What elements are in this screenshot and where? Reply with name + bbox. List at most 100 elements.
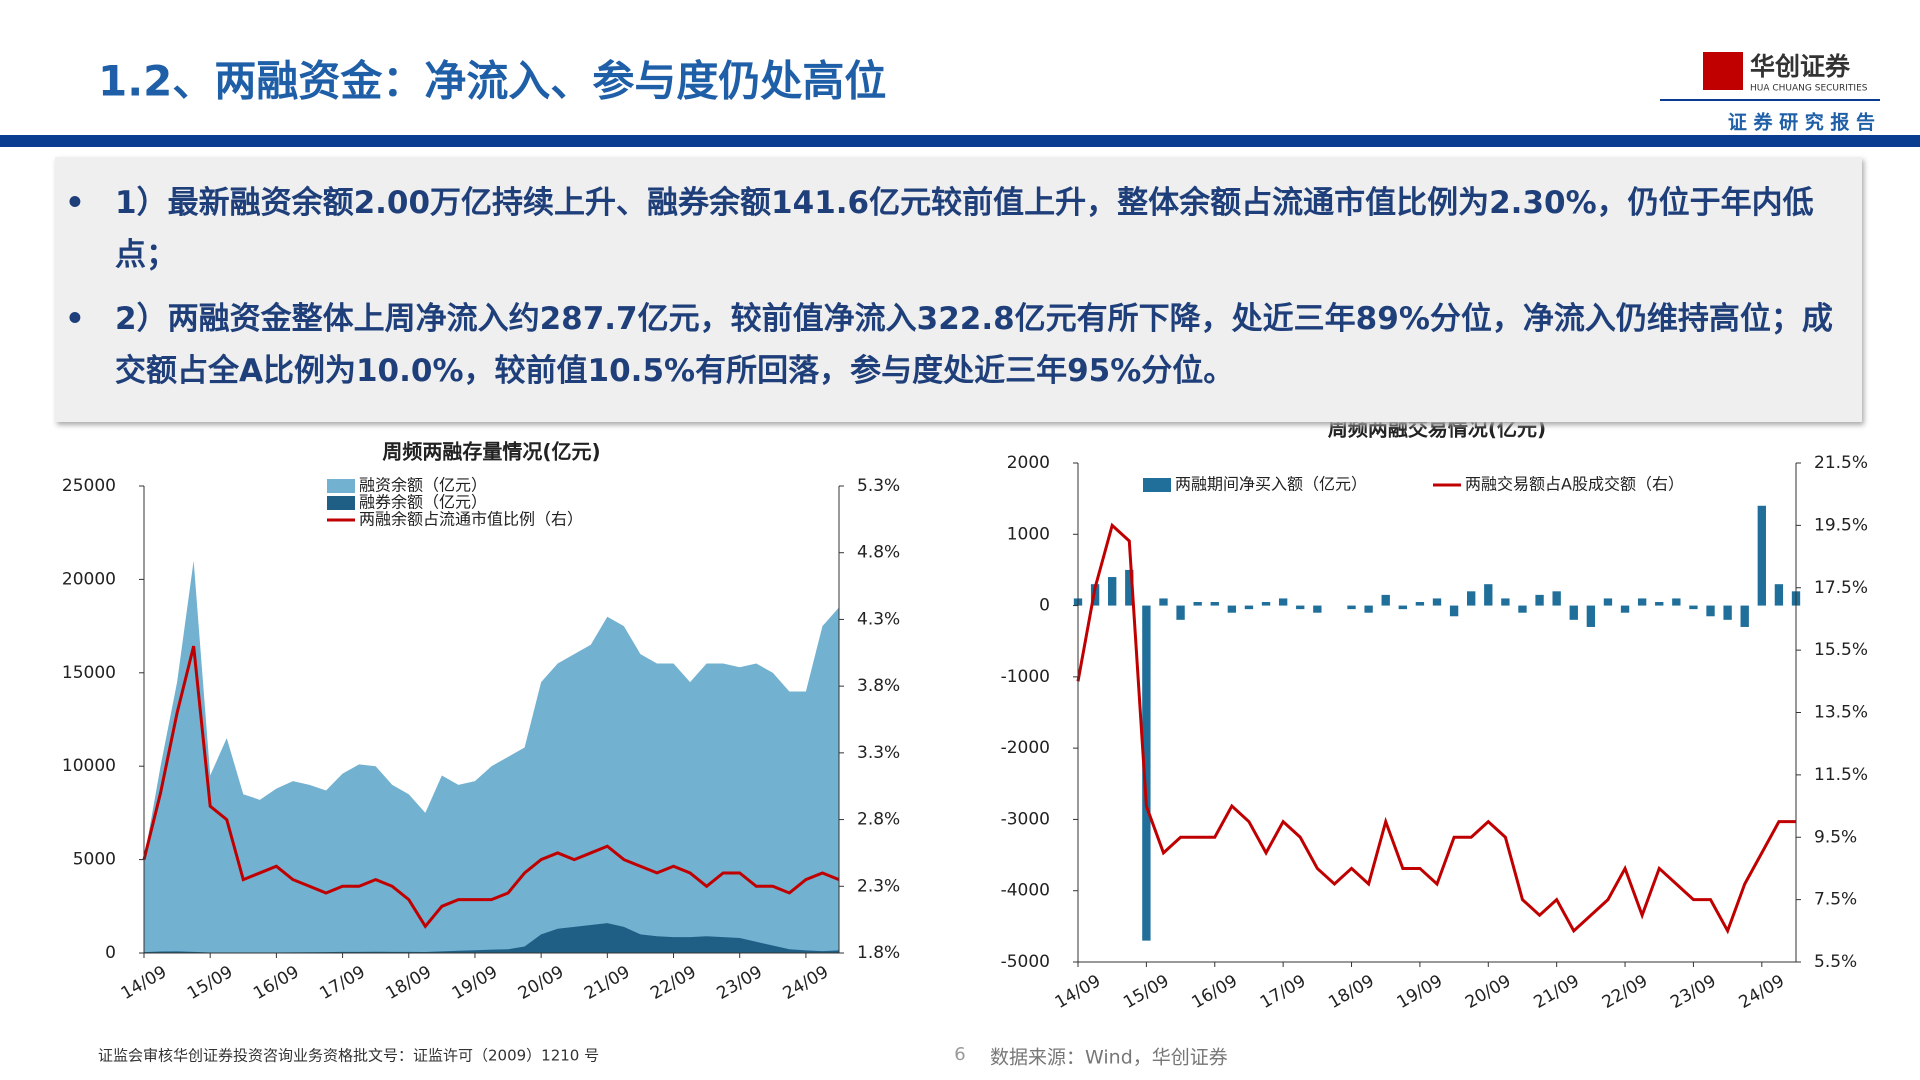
bar bbox=[1210, 602, 1219, 606]
legend-swatch bbox=[1143, 478, 1171, 492]
bullet-box: • 1）最新融资余额2.00万亿持续上升、融券余额141.6亿元较前值上升，整体余… bbox=[55, 157, 1862, 422]
bar bbox=[1501, 598, 1510, 606]
y2-tick-label: 1.8% bbox=[857, 943, 900, 963]
license: 证监会审核华创证券投资咨询业务资格批文号：证监许可（2009）1210 号 bbox=[98, 1047, 599, 1065]
bar bbox=[1655, 602, 1664, 606]
y-tick-label: 20000 bbox=[62, 569, 116, 589]
y2-tick-label: 2.8% bbox=[857, 810, 900, 830]
x-tick-label: 19/09 bbox=[1394, 971, 1446, 1013]
bar bbox=[1108, 577, 1117, 606]
bar bbox=[1193, 602, 1202, 606]
y2-tick-label: 13.5% bbox=[1814, 703, 1868, 723]
bullet: • 2）两融资金整体上周净流入约287.7亿元，较前值净流入322.8亿元有所下降… bbox=[65, 301, 1833, 389]
y2-tick-label: 19.5% bbox=[1814, 515, 1868, 535]
y-tick-label: 15000 bbox=[62, 663, 116, 683]
y-tick-label: 25000 bbox=[62, 476, 116, 496]
y2-tick-label: 3.8% bbox=[857, 676, 900, 696]
bar bbox=[1415, 602, 1425, 606]
bar bbox=[1552, 591, 1561, 606]
x-tick-label: 19/09 bbox=[449, 962, 501, 1004]
bar bbox=[1159, 598, 1168, 606]
x-tick-label: 14/09 bbox=[1052, 971, 1104, 1013]
bar bbox=[1672, 598, 1681, 606]
bar bbox=[1347, 605, 1356, 610]
area bbox=[144, 923, 839, 953]
x-tick-label: 18/09 bbox=[383, 962, 435, 1004]
bullet: • 1）最新融资余额2.00万亿持续上升、融券余额141.6亿元较前值上升，整体余… bbox=[65, 185, 1814, 273]
x-tick-label: 23/09 bbox=[1667, 971, 1719, 1013]
source: 数据来源：Wind，华创证券 bbox=[990, 1047, 1228, 1069]
y-tick-label: -1000 bbox=[1001, 667, 1050, 687]
bar bbox=[1518, 605, 1527, 613]
x-tick-label: 21/09 bbox=[581, 962, 633, 1004]
page-number: 6 bbox=[954, 1044, 965, 1065]
chart-title: 周频两融存量情况(亿元) bbox=[382, 440, 600, 464]
y2-tick-label: 7.5% bbox=[1814, 890, 1857, 910]
bar bbox=[1176, 605, 1185, 620]
x-tick-label: 16/09 bbox=[250, 962, 302, 1004]
tag: 证 券 研 究 报 告 bbox=[1728, 111, 1875, 134]
y-tick-label: 0 bbox=[1039, 596, 1050, 616]
y2-tick-label: 5.5% bbox=[1814, 952, 1857, 972]
bullet-text: 2）两融资金整体上周净流入约287.7亿元，较前值净流入322.8亿元有所下降，… bbox=[115, 301, 1833, 389]
y2-tick-label: 4.3% bbox=[857, 609, 900, 629]
legend-swatch bbox=[327, 496, 355, 510]
y2-tick-label: 11.5% bbox=[1814, 765, 1868, 785]
bar bbox=[1381, 594, 1390, 606]
y-tick-label: 2000 bbox=[1007, 453, 1050, 473]
y2-tick-label: 15.5% bbox=[1814, 640, 1868, 660]
x-tick-label: 17/09 bbox=[1257, 971, 1309, 1013]
legend-label: 两融余额占流通市值比例（右） bbox=[359, 510, 583, 529]
y2-tick-label: 2.3% bbox=[857, 876, 900, 896]
y-tick-label: 1000 bbox=[1007, 524, 1050, 544]
x-tick-label: 24/09 bbox=[1736, 971, 1788, 1013]
area bbox=[144, 560, 839, 953]
y-tick-label: 5000 bbox=[73, 850, 116, 870]
bar bbox=[1774, 584, 1784, 606]
x-tick-label: 22/09 bbox=[1599, 971, 1651, 1013]
x-tick-label: 16/09 bbox=[1189, 971, 1241, 1013]
line bbox=[1076, 522, 1796, 935]
x-tick-label: 22/09 bbox=[647, 962, 699, 1004]
bar bbox=[1296, 605, 1305, 610]
bar bbox=[1689, 605, 1698, 610]
bar bbox=[1261, 602, 1271, 606]
x-tick-label: 15/09 bbox=[1120, 971, 1172, 1013]
bar bbox=[1586, 605, 1596, 627]
x-tick-label: 15/09 bbox=[184, 962, 236, 1004]
legend-swatch bbox=[327, 479, 355, 493]
bar bbox=[1467, 591, 1476, 606]
y-tick-label: -2000 bbox=[1001, 738, 1050, 758]
y2-tick-label: 21.5% bbox=[1814, 453, 1868, 473]
legend-label: 两融期间净买入额（亿元） bbox=[1175, 475, 1367, 494]
logo-text: 华创证券 bbox=[1750, 52, 1851, 81]
bar bbox=[1227, 605, 1237, 613]
bar bbox=[1398, 605, 1407, 610]
logo-icon bbox=[1703, 52, 1743, 90]
y2-tick-label: 4.8% bbox=[857, 543, 900, 563]
line bbox=[142, 645, 840, 929]
legend-label: 融资余额（亿元） bbox=[359, 476, 487, 495]
y2-tick-label: 3.3% bbox=[857, 743, 900, 763]
legend-label: 两融交易额占A股成交额（右） bbox=[1465, 475, 1684, 494]
bar bbox=[1364, 605, 1373, 613]
y-tick-label: -5000 bbox=[1001, 952, 1050, 972]
header-bar bbox=[0, 135, 1920, 147]
slide-title: 1.2、两融资金：净流入、参与度仍处高位 bbox=[98, 57, 886, 106]
bar bbox=[1637, 598, 1647, 606]
x-tick-label: 23/09 bbox=[713, 962, 765, 1004]
y-tick-label: 10000 bbox=[62, 756, 116, 776]
x-tick-label: 20/09 bbox=[1462, 971, 1514, 1013]
logo-en: HUA CHUANG SECURITIES bbox=[1750, 84, 1868, 94]
legend-label: 融券余额（亿元） bbox=[359, 493, 487, 512]
y2-tick-label: 5.3% bbox=[857, 476, 900, 496]
bar bbox=[1278, 598, 1288, 606]
x-tick-label: 18/09 bbox=[1325, 971, 1377, 1013]
bar bbox=[1706, 605, 1715, 617]
bar bbox=[1535, 594, 1544, 606]
y-tick-label: -4000 bbox=[1001, 881, 1050, 901]
bar bbox=[1313, 605, 1322, 613]
y2-tick-label: 9.5% bbox=[1814, 827, 1857, 847]
bar bbox=[1244, 605, 1254, 610]
